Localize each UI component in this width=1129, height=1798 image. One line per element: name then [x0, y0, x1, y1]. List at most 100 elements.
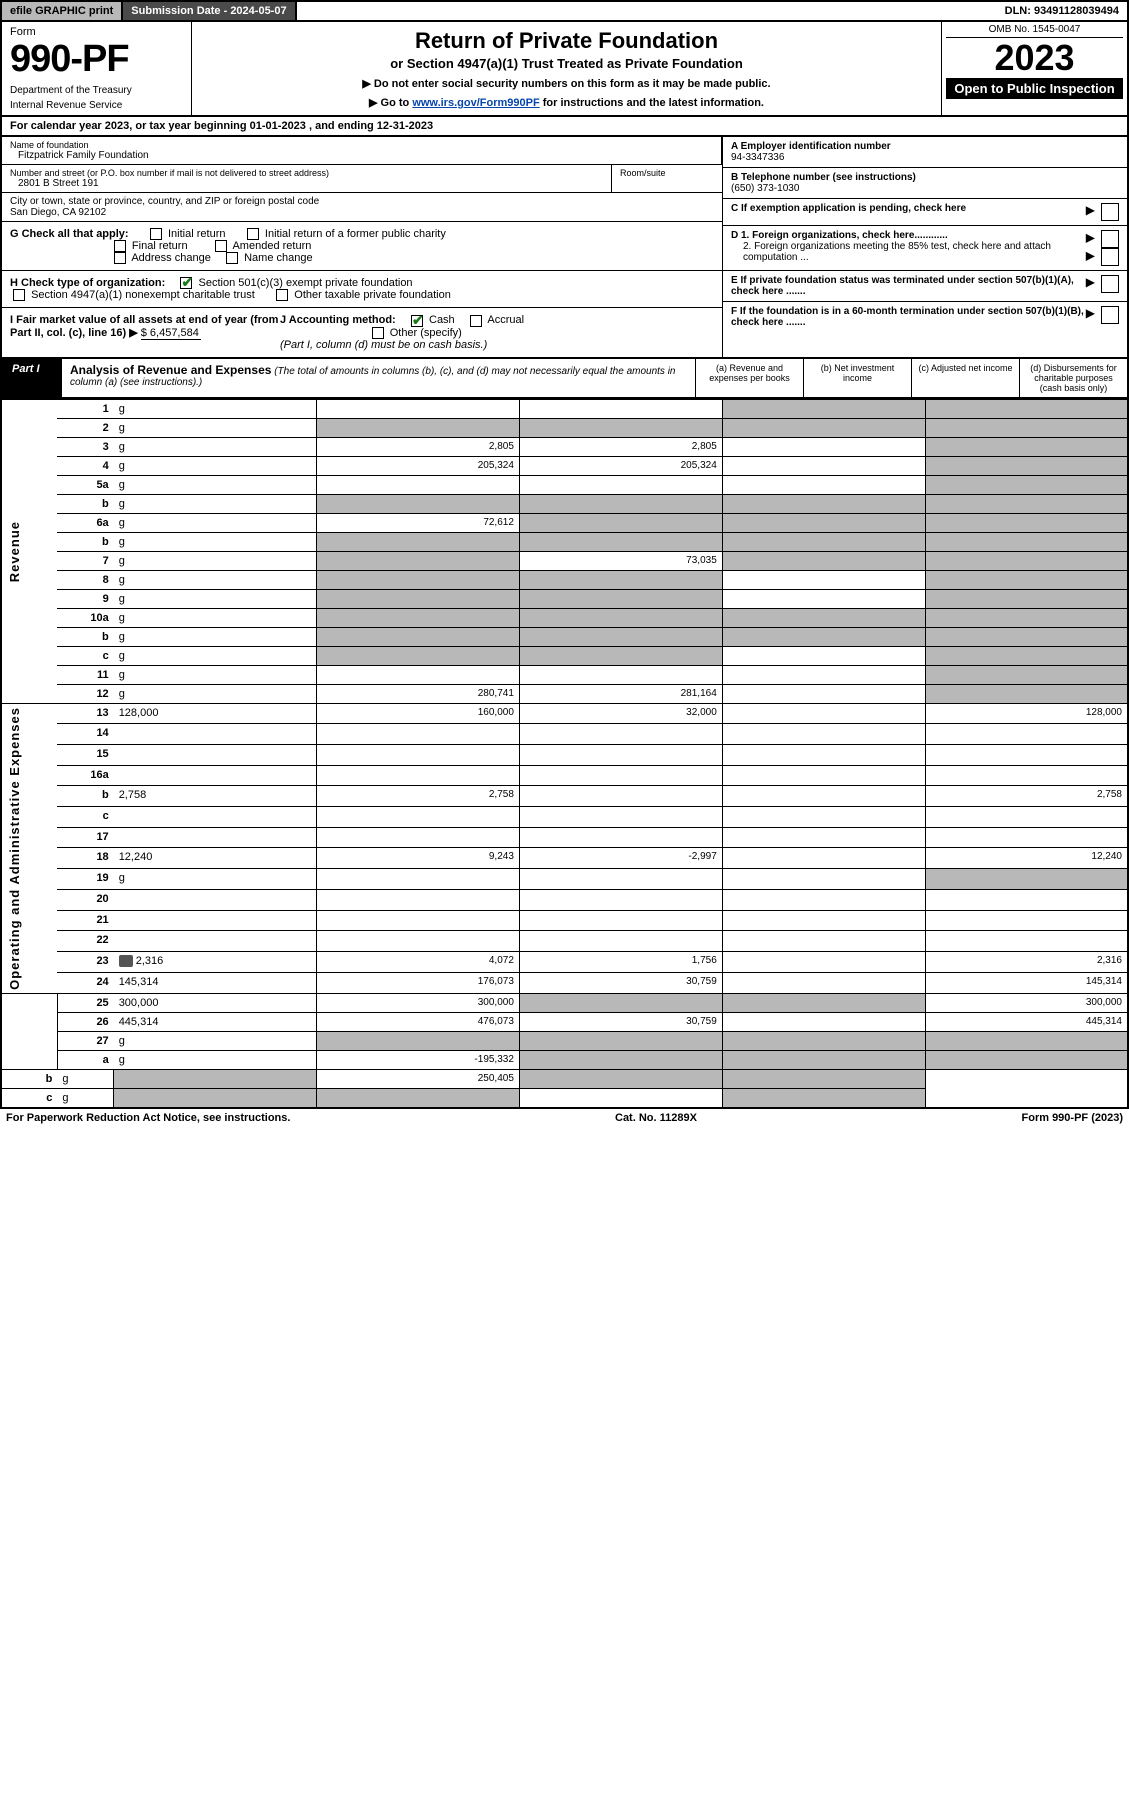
line-description — [114, 724, 317, 745]
room-suite-label: Room/suite — [620, 168, 714, 178]
cell-col-c — [722, 848, 925, 869]
chk-address-change[interactable] — [114, 252, 126, 264]
line-description — [114, 827, 317, 848]
j-accrual: Accrual — [487, 314, 524, 326]
irs-label: Internal Revenue Service — [10, 100, 183, 111]
chk-other-taxable[interactable] — [276, 289, 288, 301]
chk-d2[interactable] — [1101, 248, 1119, 266]
g-label: G Check all that apply: — [10, 228, 129, 240]
cell-col-a — [317, 807, 520, 828]
cell-col-d — [925, 765, 1128, 786]
cell-col-d — [925, 889, 1128, 910]
cell-col-c — [722, 456, 925, 475]
table-row: 15 — [1, 745, 1128, 766]
cell-col-a: 205,324 — [317, 456, 520, 475]
table-row: 4g205,324205,324 — [1, 456, 1128, 475]
open-public-badge: Open to Public Inspection — [946, 78, 1123, 99]
table-row: bg — [1, 627, 1128, 646]
cell-col-c — [722, 646, 925, 665]
chk-final-return[interactable] — [114, 240, 126, 252]
table-row: 25300,000300,000300,000 — [1, 993, 1128, 1012]
chk-f[interactable] — [1101, 306, 1119, 324]
cell-col-b — [519, 494, 722, 513]
table-row: 16a — [1, 765, 1128, 786]
cell-col-d — [925, 665, 1128, 684]
cell-col-b: -2,997 — [519, 848, 722, 869]
submission-date-label: Submission Date - 2024-05-07 — [123, 2, 296, 20]
j-note: (Part I, column (d) must be on cash basi… — [280, 339, 487, 351]
irs-link[interactable]: www.irs.gov/Form990PF — [412, 97, 539, 109]
cell-col-c — [722, 665, 925, 684]
line-description: g — [114, 665, 317, 684]
chk-501c3[interactable] — [180, 277, 192, 289]
line-number: 27 — [57, 1031, 113, 1050]
cell-col-b — [519, 665, 722, 684]
table-row: 21 — [1, 910, 1128, 931]
cell-col-c — [722, 570, 925, 589]
table-row: 24145,314176,07330,759145,314 — [1, 972, 1128, 993]
chk-cash[interactable] — [411, 315, 423, 327]
cell-col-c — [722, 889, 925, 910]
cell-col-c — [722, 627, 925, 646]
cell-col-c — [722, 437, 925, 456]
efile-print-button[interactable]: efile GRAPHIC print — [2, 2, 123, 20]
g4-text: Amended return — [232, 240, 311, 252]
cell-col-b — [519, 745, 722, 766]
cell-col-a: 2,805 — [317, 437, 520, 456]
cell-col-c — [519, 1069, 722, 1088]
chk-4947[interactable] — [13, 289, 25, 301]
attachment-icon[interactable] — [119, 955, 133, 967]
cell-col-a — [114, 1088, 317, 1108]
line-description: g — [114, 1031, 317, 1050]
part1-header: Part I Analysis of Revenue and Expenses … — [0, 359, 1129, 399]
cell-col-c — [722, 1050, 925, 1069]
line-description: g — [114, 437, 317, 456]
chk-accrual[interactable] — [470, 315, 482, 327]
col-b-header: (b) Net investment income — [803, 359, 911, 397]
fmv-value: $ 6,457,584 — [141, 327, 201, 340]
line-number: 26 — [57, 1012, 113, 1031]
line-description: g — [114, 869, 317, 890]
line-number: 18 — [57, 848, 113, 869]
line-description — [114, 807, 317, 828]
cell-col-a: 280,741 — [317, 684, 520, 703]
g2-text: Initial return of a former public charit… — [265, 228, 446, 240]
h1-text: Section 501(c)(3) exempt private foundat… — [199, 277, 413, 289]
cell-col-d — [925, 513, 1128, 532]
cell-col-b — [519, 889, 722, 910]
form-number: 990-PF — [10, 38, 183, 81]
cell-col-c — [722, 1012, 925, 1031]
cell-col-b — [519, 786, 722, 807]
cell-col-d — [925, 437, 1128, 456]
chk-initial-return[interactable] — [150, 228, 162, 240]
part1-title: Analysis of Revenue and Expenses — [70, 363, 271, 377]
chk-name-change[interactable] — [226, 252, 238, 264]
cell-col-a — [317, 399, 520, 418]
line-number: 7 — [57, 551, 113, 570]
chk-initial-former[interactable] — [247, 228, 259, 240]
cell-col-d — [925, 627, 1128, 646]
form-title: Return of Private Foundation — [202, 28, 931, 54]
cell-col-a — [317, 889, 520, 910]
cell-col-d — [925, 931, 1128, 952]
g6-text: Name change — [244, 252, 313, 264]
cell-col-c — [722, 765, 925, 786]
revenue-vlabel: Revenue — [7, 521, 22, 582]
cell-col-c — [722, 786, 925, 807]
cell-col-a — [317, 724, 520, 745]
chk-d1[interactable] — [1101, 230, 1119, 248]
chk-c[interactable] — [1101, 203, 1119, 221]
chk-e[interactable] — [1101, 275, 1119, 293]
cell-col-c — [722, 951, 925, 972]
cell-col-a: 9,243 — [317, 848, 520, 869]
line-description: 300,000 — [114, 993, 317, 1012]
line-description: g — [57, 1069, 113, 1088]
line-number: 12 — [57, 684, 113, 703]
chk-other-method[interactable] — [372, 327, 384, 339]
chk-amended[interactable] — [215, 240, 227, 252]
cell-col-c — [722, 745, 925, 766]
cell-col-b — [519, 1031, 722, 1050]
table-row: cg — [1, 1088, 1128, 1108]
line-number: 8 — [57, 570, 113, 589]
cell-col-b: 281,164 — [519, 684, 722, 703]
